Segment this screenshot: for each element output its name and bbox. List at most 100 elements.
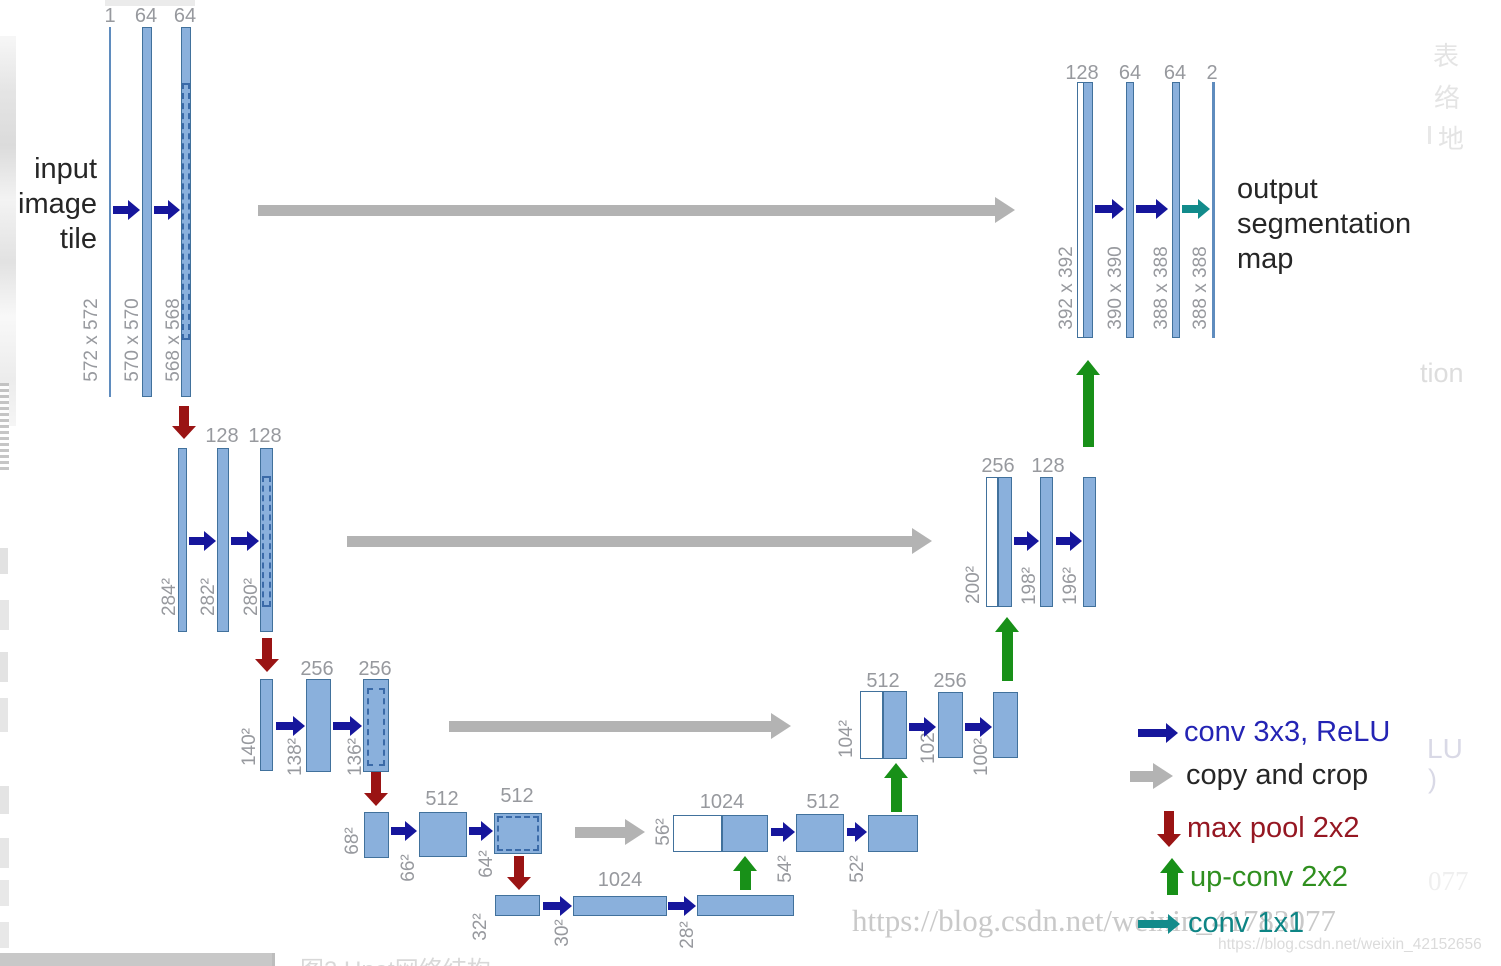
output-caption-line1: output xyxy=(1237,173,1318,205)
copy-crop-arrow-row4 xyxy=(575,819,645,845)
maxpool-arrow xyxy=(507,856,531,890)
ghost-text-digits: 077 xyxy=(1428,866,1469,896)
dec3-box3 xyxy=(993,692,1018,758)
conv-arrow xyxy=(113,200,140,220)
conv-arrow xyxy=(1014,531,1039,551)
enc3-channels-2: 256 xyxy=(358,658,392,680)
dec1-size-2: 390 x 390 xyxy=(1105,246,1126,330)
dec2-bar1 xyxy=(998,477,1012,607)
enc4-box2 xyxy=(419,812,467,857)
conv-arrow xyxy=(1056,531,1082,551)
left-edge-text-fragment xyxy=(0,880,9,906)
enc3-size-3: 136² xyxy=(345,737,366,777)
bottom-gray-bar xyxy=(0,953,275,966)
conv-arrow xyxy=(469,821,493,841)
legend-conv1x1-arrow xyxy=(1138,914,1180,934)
enc1-size-2: 570 x 570 xyxy=(122,298,143,382)
ghost-text-tion: tion xyxy=(1420,358,1464,388)
bottleneck-size-1: 32² xyxy=(470,913,491,941)
legend-maxpool-arrow xyxy=(1157,811,1181,847)
dec1-channels-2: 64 xyxy=(1118,62,1142,84)
left-edge-photo-strip xyxy=(0,36,16,426)
dec4-channels-2: 512 xyxy=(806,791,840,813)
left-edge-text-fragment xyxy=(0,922,9,948)
conv-arrow xyxy=(231,531,259,551)
dec3-size-3: 100² xyxy=(971,737,992,777)
enc4-box1 xyxy=(364,812,389,858)
enc1-size-1: 572 x 572 xyxy=(81,298,102,382)
dec1-size-4: 388 x 388 xyxy=(1190,246,1211,330)
dec4-copied-box xyxy=(673,815,722,852)
dec4-channels-1: 1024 xyxy=(699,791,745,813)
dec1-size-3: 388 x 388 xyxy=(1151,246,1172,330)
conv-arrow xyxy=(189,531,216,551)
left-edge-text-fragment xyxy=(0,786,9,814)
dec3-box2 xyxy=(938,692,963,758)
enc4-size-2: 66² xyxy=(398,854,419,882)
bottleneck-channels: 1024 xyxy=(597,869,643,891)
dec4-size-1: 56² xyxy=(653,818,674,846)
upconv-arrow xyxy=(995,617,1019,681)
enc1-channels-3: 64 xyxy=(173,5,197,27)
dec4-box3 xyxy=(868,815,918,852)
enc4-box3 xyxy=(494,813,542,854)
enc4-size-3: 64² xyxy=(476,850,497,878)
ghost-text-paren: ) xyxy=(1428,764,1437,794)
bottleneck-box3 xyxy=(697,895,794,916)
dec3-box1 xyxy=(883,691,907,759)
conv-arrow xyxy=(771,822,795,842)
enc2-size-2: 282² xyxy=(198,577,219,617)
enc3-crop-region xyxy=(367,688,385,766)
enc1-channels-2: 64 xyxy=(134,5,158,27)
conv-arrow xyxy=(543,896,572,916)
enc2-bar2 xyxy=(217,448,229,632)
left-edge-text-fragment xyxy=(0,383,9,471)
conv-arrow xyxy=(965,717,992,737)
bottleneck-box1 xyxy=(495,895,540,916)
right-edge-char: 地 xyxy=(1438,124,1465,154)
input-caption-line2: image xyxy=(18,188,97,220)
enc2-channels-1: 128 xyxy=(205,425,239,447)
legend-maxpool-label: max pool 2x2 xyxy=(1187,812,1360,844)
dec2-size-3: 196² xyxy=(1060,566,1081,606)
right-edge-char: 络 xyxy=(1434,83,1461,113)
enc1-bar2 xyxy=(142,27,152,397)
watermark-small: https://blog.csdn.net/weixin_42152656 xyxy=(1218,936,1482,953)
enc1-crop-region xyxy=(182,83,190,340)
conv-arrow xyxy=(847,822,867,842)
enc1-bar3 xyxy=(181,27,191,397)
bottom-caption: 图3 Unet网络结构 xyxy=(300,950,491,966)
dec1-bar2 xyxy=(1126,82,1134,338)
dec3-copied-box xyxy=(860,691,883,759)
legend-conv3x3-label: conv 3x3, ReLU xyxy=(1184,716,1391,748)
legend-conv1x1-label: conv 1x1 xyxy=(1188,907,1305,939)
conv-arrow xyxy=(1095,199,1124,219)
maxpool-arrow xyxy=(364,772,388,806)
copy-crop-arrow-row2 xyxy=(347,528,932,554)
dec4-box2 xyxy=(796,814,844,852)
watermark-large: https://blog.csdn.net/weixin_41783077 xyxy=(852,903,1336,938)
input-caption: input image tile xyxy=(0,152,97,257)
dec1-channels-3: 64 xyxy=(1163,62,1187,84)
dec2-channels-2: 128 xyxy=(1031,455,1065,477)
enc3-size-1: 140² xyxy=(239,727,260,767)
right-edge-char: 表 xyxy=(1433,41,1460,71)
dec3-channels-1: 512 xyxy=(866,670,900,692)
enc1-channels-1: 1 xyxy=(104,5,116,27)
legend-conv-arrow xyxy=(1138,723,1178,743)
output-caption-line2: segmentation xyxy=(1237,208,1412,240)
left-edge-text-fragment xyxy=(0,548,8,574)
enc2-size-3: 280² xyxy=(241,577,262,617)
input-caption-line1: input xyxy=(34,153,97,185)
dec2-bar2 xyxy=(1040,477,1053,607)
conv1x1-arrow xyxy=(1182,199,1210,219)
enc4-channels-1: 512 xyxy=(425,788,459,810)
dec2-size-1: 200² xyxy=(963,565,984,605)
dec1-bar3 xyxy=(1172,82,1180,338)
enc4-channels-2: 512 xyxy=(500,785,534,807)
enc1-size-3: 568 x 568 xyxy=(163,298,184,382)
left-edge-text-fragment xyxy=(0,838,9,868)
copy-crop-arrow-row3 xyxy=(449,713,791,739)
enc4-crop-region xyxy=(497,816,539,851)
